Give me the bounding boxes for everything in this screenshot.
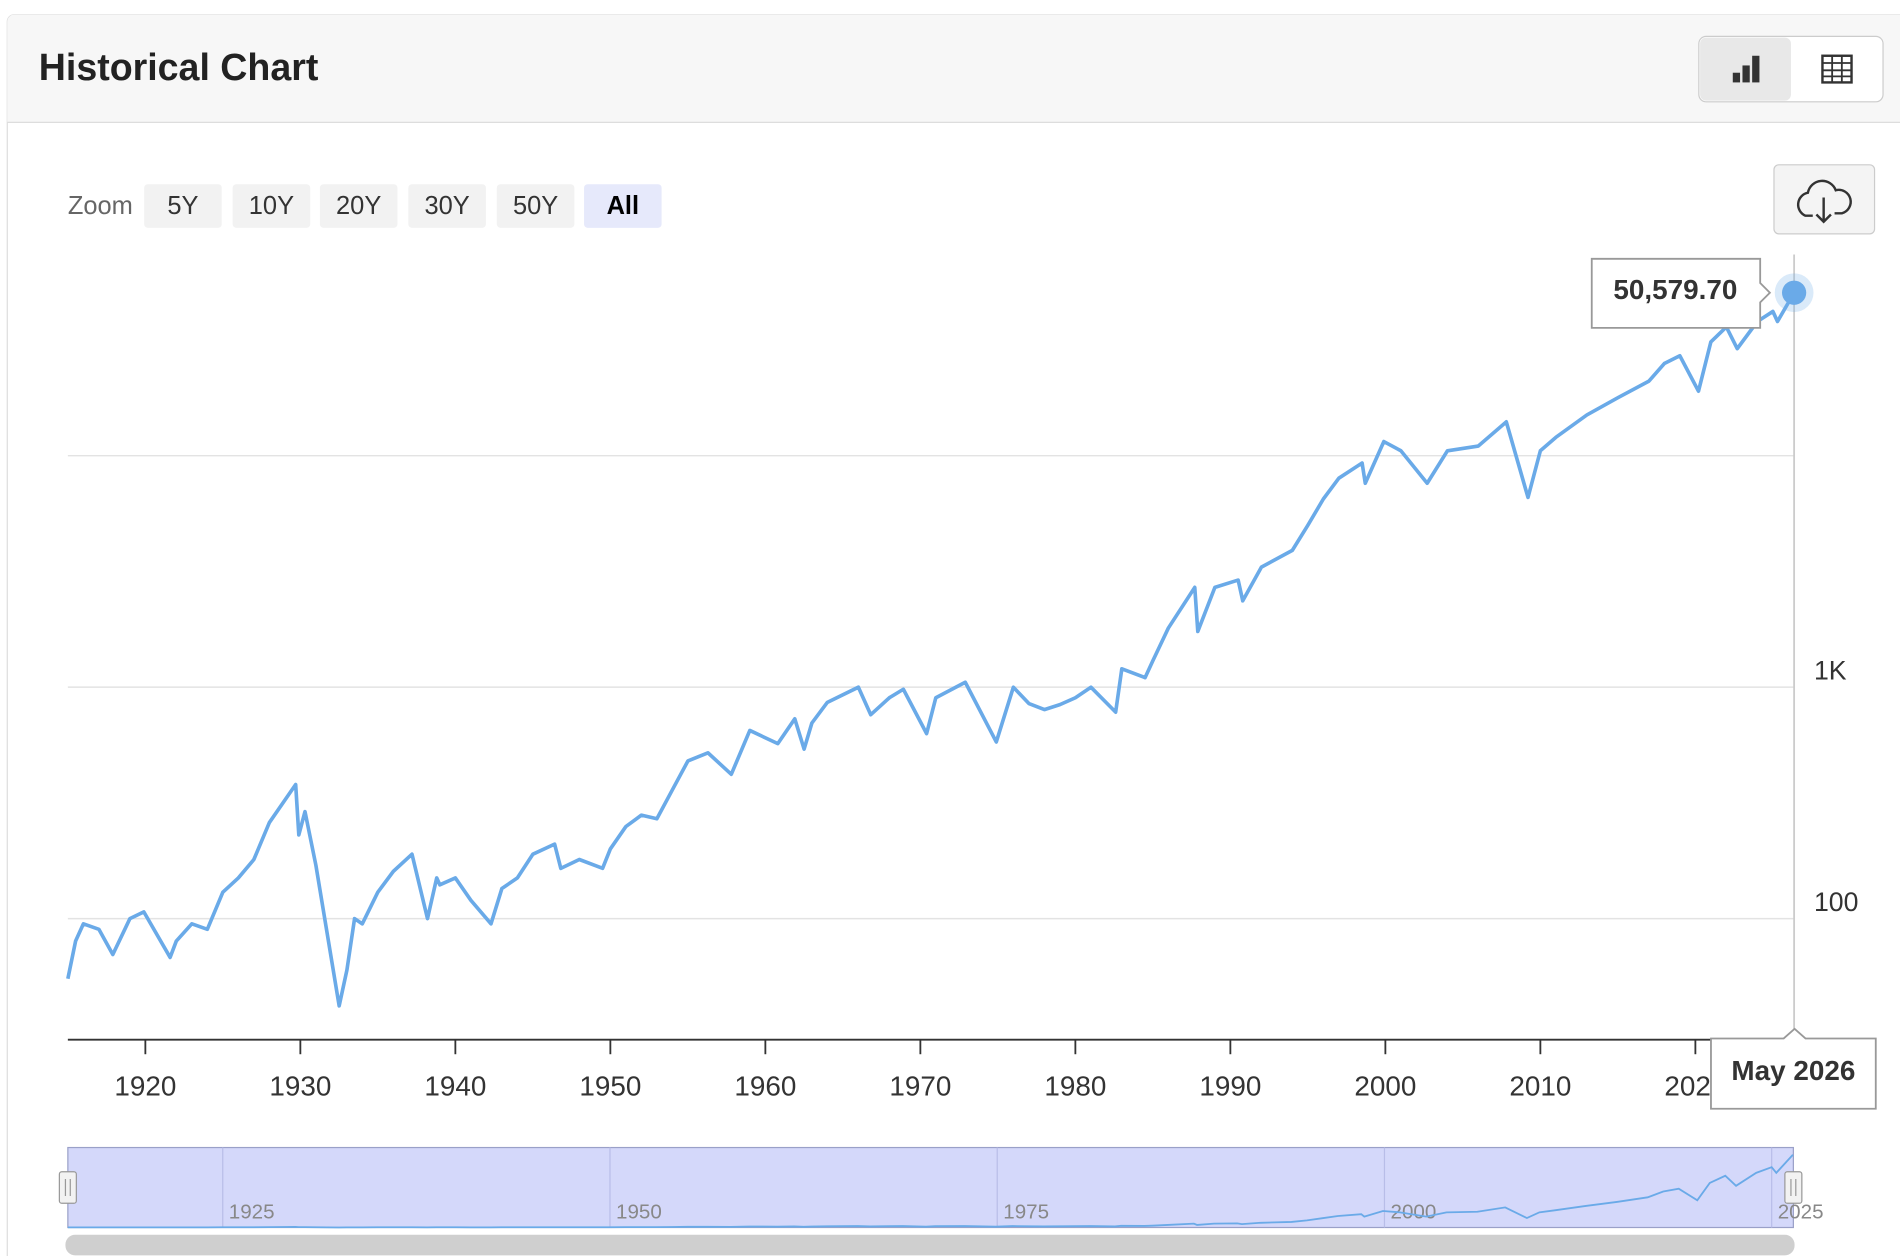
x-tick-label: 1950 (579, 1071, 641, 1102)
navigator-line (67, 1154, 1794, 1229)
icon (1815, 197, 1832, 224)
view-switch (1698, 35, 1884, 103)
title: Historical Chart (39, 46, 319, 88)
price-line (66, 291, 1796, 1008)
zoom-option[interactable]: 50Y (513, 192, 558, 220)
navigator-label: 1950 (616, 1200, 662, 1223)
zoom-buttons: 5Y 10Y 20Y 30Y 50Y All (144, 184, 662, 228)
handle-grip (1790, 1179, 1797, 1197)
icon (1732, 72, 1741, 83)
y-tick-label: 1K (1814, 656, 1847, 686)
zoom-button[interactable] (408, 184, 486, 228)
plot: 100 1K 1920 1930 1940 1950 1960 1970 1980 1990 200… (58, 254, 1877, 1256)
date-tooltip (1710, 1027, 1877, 1110)
x-tick-label: 1920 (114, 1071, 176, 1102)
x-tick-label: 2010 (1509, 1071, 1571, 1102)
download-button[interactable] (1773, 164, 1876, 235)
zoom-option[interactable]: 5Y (167, 192, 198, 220)
x-tick-label: 2000 (1354, 1071, 1416, 1102)
zoom-option[interactable]: 20Y (336, 192, 381, 220)
icon (1752, 55, 1760, 83)
icon (1822, 55, 1852, 83)
zoom-button[interactable] (319, 184, 398, 228)
y-tick-label: 100 (1814, 887, 1858, 917)
zoom-button[interactable] (232, 184, 311, 228)
x-tick-label: 1930 (269, 1071, 331, 1102)
zoom-button[interactable] (584, 184, 662, 228)
navigator-handle[interactable] (1784, 1171, 1803, 1204)
navigator-handle[interactable] (58, 1171, 77, 1204)
navigator-label: 1975 (1003, 1200, 1049, 1223)
zoom-label: Zoom (68, 192, 133, 220)
zoom-option[interactable]: 10Y (249, 192, 294, 220)
date-tooltip-text: May 2026 (1731, 1055, 1855, 1086)
zoom-button[interactable] (496, 184, 575, 228)
zoom-option[interactable]: 30Y (424, 192, 469, 220)
navigator-label: 2025 (1778, 1200, 1824, 1223)
navigator-label: 1925 (229, 1200, 275, 1223)
icon (1796, 179, 1852, 217)
x-tick-label: 1960 (734, 1071, 796, 1102)
value-tooltip-text: 50,579.70 (1613, 274, 1737, 305)
x-tick-label: 1980 (1044, 1071, 1106, 1102)
x-tick-label: 1990 (1199, 1071, 1261, 1102)
last-point (1781, 280, 1807, 305)
scrollbar[interactable] (65, 1234, 1795, 1256)
zoom-button[interactable] (144, 184, 222, 228)
icon (1821, 54, 1853, 84)
icon (1742, 65, 1750, 83)
value-tooltip (1590, 257, 1772, 329)
zoom-option[interactable]: All (607, 192, 640, 220)
navigator (67, 1146, 1794, 1229)
header-bar (7, 14, 1900, 123)
navigator-label: 2000 (1391, 1200, 1437, 1223)
handle-grip (64, 1179, 71, 1197)
x-tick-label: 1970 (889, 1071, 951, 1102)
x-tick-label: 1940 (424, 1071, 486, 1102)
